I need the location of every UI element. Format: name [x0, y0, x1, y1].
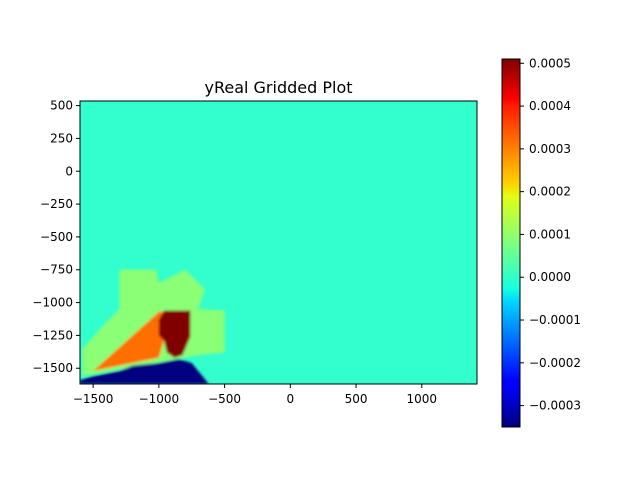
x-tick-label: 500: [345, 392, 368, 406]
x-axis: −1500 −1000 −500 0 500 1000: [73, 384, 437, 406]
y-tick-label: 250: [50, 131, 73, 145]
colorbar-tick-label: −0.0002: [529, 356, 581, 370]
x-tick-label: −500: [208, 392, 241, 406]
x-tick-label: −1500: [73, 392, 114, 406]
y-tick-label: −250: [40, 197, 73, 211]
heatmap-region-dark-blue-low: [80, 359, 209, 384]
y-tick-label: −500: [40, 230, 73, 244]
heatmap-region-dark-red-core: [158, 310, 191, 358]
y-tick-label: −750: [40, 263, 73, 277]
y-tick-label: −1000: [32, 296, 73, 310]
heatmap: [80, 101, 477, 384]
colorbar-tick-label: 0.0002: [529, 185, 571, 199]
y-tick-label: −1500: [32, 361, 73, 375]
y-tick-label: 0: [65, 164, 73, 178]
colorbar-tick-label: 0.0000: [529, 270, 571, 284]
colorbar-tick-label: 0.0004: [529, 99, 571, 113]
y-tick-label: −1250: [32, 328, 73, 342]
colorbar-tick-label: 0.0001: [529, 227, 571, 241]
heatmap-region-orange-wedge: [93, 311, 172, 371]
colorbar: [501, 58, 521, 428]
heatmap-regions: [80, 269, 225, 384]
colorbar-tick-label: −0.0003: [529, 399, 581, 413]
x-tick-label: 1000: [407, 392, 438, 406]
colorbar-tick-label: 0.0003: [529, 142, 571, 156]
colorbar-axis: 0.0005 0.0004 0.0003 0.0002 0.0001 0.0000 −0.0…: [520, 56, 581, 413]
colorbar-tick-label: 0.0005: [529, 56, 571, 70]
y-axis: 500 250 0 −250 −500 −750 −1000 −1250 −1500: [32, 99, 80, 375]
colorbar-tick-label: −0.0001: [529, 313, 581, 327]
chart-title: yReal Gridded Plot: [204, 78, 352, 97]
y-tick-label: 500: [50, 99, 73, 113]
x-tick-label: 0: [287, 392, 295, 406]
plot-frame: [79, 100, 478, 385]
x-tick-label: −1000: [139, 392, 180, 406]
